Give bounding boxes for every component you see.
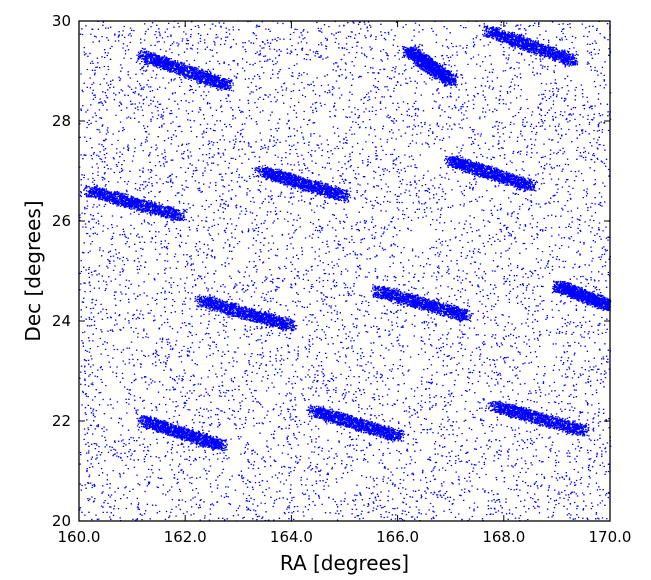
y-axis-label: Dec [degrees] [21, 200, 45, 341]
x-axis-ticks: 160.0 162.0 164.0 166.0 168.0 170.0 [58, 21, 632, 546]
scatter-points-path [79, 20, 612, 522]
plot-frame [78, 20, 611, 522]
x-tick-label: 160.0 [58, 528, 101, 546]
y-tick-label: 28 [52, 112, 71, 130]
x-tick-label: 164.0 [270, 528, 313, 546]
y-tick-label: 26 [52, 212, 71, 230]
y-axis-ticks: 20 22 24 26 28 30 [52, 12, 610, 530]
x-tick-label: 166.0 [376, 528, 419, 546]
plot-background [79, 21, 610, 521]
y-tick-label: 30 [52, 12, 71, 30]
y-tick-label: 22 [52, 412, 71, 430]
x-tick-label: 168.0 [482, 528, 525, 546]
x-axis-label: RA [degrees] [280, 551, 409, 575]
plot-area [78, 20, 612, 522]
scatter-points [79, 20, 612, 522]
x-tick-label: 162.0 [164, 528, 207, 546]
x-tick-label: 170.0 [589, 528, 632, 546]
y-tick-label: 20 [52, 512, 71, 530]
y-tick-label: 24 [52, 312, 71, 330]
